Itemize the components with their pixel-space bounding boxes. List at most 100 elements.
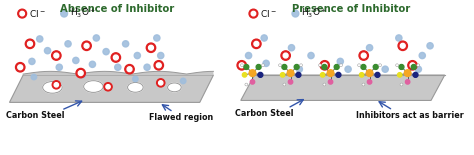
Circle shape <box>25 39 35 49</box>
Circle shape <box>16 63 25 72</box>
Text: Carbon Steel: Carbon Steel <box>6 111 64 120</box>
Circle shape <box>159 81 163 85</box>
Ellipse shape <box>83 81 103 92</box>
Circle shape <box>244 64 249 69</box>
Circle shape <box>292 10 299 17</box>
Circle shape <box>396 64 399 67</box>
Circle shape <box>375 72 380 77</box>
Circle shape <box>398 41 408 51</box>
Circle shape <box>20 11 25 16</box>
Circle shape <box>359 73 364 77</box>
Circle shape <box>322 63 327 68</box>
Circle shape <box>52 81 60 89</box>
Circle shape <box>256 64 261 69</box>
Circle shape <box>31 74 36 80</box>
Circle shape <box>250 80 255 84</box>
Text: Cl$^-$: Cl$^-$ <box>29 8 46 19</box>
Circle shape <box>410 63 415 68</box>
Circle shape <box>258 72 263 77</box>
Circle shape <box>300 64 302 67</box>
Circle shape <box>111 53 120 62</box>
Circle shape <box>73 57 79 64</box>
Circle shape <box>125 64 134 74</box>
Text: Cl$^-$: Cl$^-$ <box>260 8 277 19</box>
Circle shape <box>93 35 100 41</box>
Circle shape <box>239 63 244 68</box>
Circle shape <box>262 64 264 67</box>
Circle shape <box>361 53 366 58</box>
Circle shape <box>54 83 58 87</box>
Circle shape <box>327 70 334 76</box>
Circle shape <box>404 70 411 76</box>
Circle shape <box>400 83 403 86</box>
Circle shape <box>379 64 382 67</box>
Circle shape <box>399 64 404 69</box>
Circle shape <box>18 65 23 70</box>
Circle shape <box>408 61 417 70</box>
Circle shape <box>405 80 410 84</box>
Circle shape <box>18 9 27 18</box>
Circle shape <box>417 64 419 67</box>
Text: H$_3$O$^+$: H$_3$O$^+$ <box>301 7 328 20</box>
Circle shape <box>104 83 112 91</box>
Circle shape <box>181 78 186 84</box>
Circle shape <box>78 71 83 75</box>
Circle shape <box>281 73 285 77</box>
Circle shape <box>158 52 164 59</box>
Circle shape <box>154 61 164 70</box>
Text: Presence of Inhibitor: Presence of Inhibitor <box>292 4 410 14</box>
Circle shape <box>36 36 43 42</box>
Circle shape <box>82 41 91 51</box>
Circle shape <box>281 51 291 60</box>
Circle shape <box>146 43 155 52</box>
Circle shape <box>156 79 165 87</box>
Circle shape <box>242 73 247 77</box>
Circle shape <box>287 70 294 76</box>
Circle shape <box>336 72 341 77</box>
Circle shape <box>144 64 150 70</box>
Circle shape <box>319 64 321 67</box>
Circle shape <box>323 83 326 86</box>
Circle shape <box>249 9 258 18</box>
Circle shape <box>154 35 160 41</box>
Circle shape <box>251 11 255 16</box>
Circle shape <box>122 41 129 47</box>
Circle shape <box>103 49 109 55</box>
Circle shape <box>156 63 161 68</box>
Circle shape <box>288 45 295 51</box>
Circle shape <box>61 10 68 17</box>
Ellipse shape <box>168 83 181 92</box>
Circle shape <box>359 51 368 60</box>
Circle shape <box>288 80 293 84</box>
Circle shape <box>261 35 267 41</box>
Circle shape <box>366 45 373 51</box>
Circle shape <box>373 64 378 69</box>
Text: Carbon Steel: Carbon Steel <box>235 109 293 118</box>
Circle shape <box>133 76 138 82</box>
Circle shape <box>320 61 329 70</box>
Circle shape <box>282 64 287 69</box>
Circle shape <box>240 64 243 67</box>
Circle shape <box>27 41 32 46</box>
Circle shape <box>419 52 425 59</box>
Text: Inhibitors act as barrier: Inhibitors act as barrier <box>356 111 464 120</box>
Circle shape <box>396 35 402 41</box>
Circle shape <box>367 80 372 84</box>
Circle shape <box>296 66 302 72</box>
Circle shape <box>148 45 154 50</box>
Circle shape <box>246 52 252 59</box>
Circle shape <box>413 72 418 77</box>
Circle shape <box>427 43 433 49</box>
Circle shape <box>115 64 121 70</box>
Circle shape <box>106 85 110 89</box>
Circle shape <box>29 58 35 64</box>
Circle shape <box>254 41 259 46</box>
Circle shape <box>263 60 269 66</box>
Text: Absence of Inhibitor: Absence of Inhibitor <box>60 4 174 14</box>
Circle shape <box>76 68 85 78</box>
Circle shape <box>113 55 118 60</box>
Circle shape <box>283 53 288 58</box>
Circle shape <box>334 64 339 69</box>
Circle shape <box>127 67 132 72</box>
Circle shape <box>80 72 85 78</box>
